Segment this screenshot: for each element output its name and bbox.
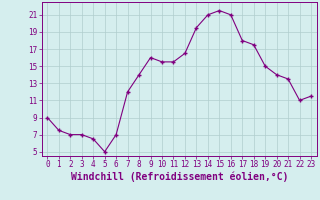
X-axis label: Windchill (Refroidissement éolien,°C): Windchill (Refroidissement éolien,°C): [70, 172, 288, 182]
